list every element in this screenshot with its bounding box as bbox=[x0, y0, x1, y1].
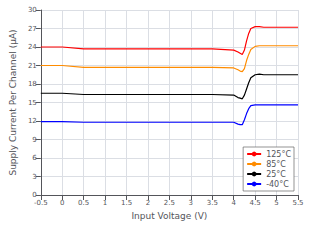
svg-text:5.5: 5.5 bbox=[292, 199, 303, 207]
svg-text:2.5: 2.5 bbox=[164, 199, 175, 207]
svg-text:27: 27 bbox=[28, 25, 37, 33]
svg-text:15: 15 bbox=[28, 99, 37, 107]
svg-text:3.5: 3.5 bbox=[207, 199, 218, 207]
svg-text:Supply Current Per Channel (μA: Supply Current Per Channel (μA) bbox=[8, 29, 18, 175]
svg-text:4: 4 bbox=[231, 199, 236, 207]
svg-text:9: 9 bbox=[32, 136, 36, 144]
svg-text:85°C: 85°C bbox=[266, 160, 286, 169]
svg-text:0.5: 0.5 bbox=[78, 199, 89, 207]
svg-text:3: 3 bbox=[189, 199, 193, 207]
svg-text:4.5: 4.5 bbox=[250, 199, 261, 207]
svg-text:6: 6 bbox=[32, 154, 37, 162]
svg-text:24: 24 bbox=[28, 43, 37, 51]
svg-text:2: 2 bbox=[146, 199, 150, 207]
svg-text:30: 30 bbox=[28, 6, 37, 14]
svg-text:125°C: 125°C bbox=[266, 150, 291, 159]
svg-text:Input Voltage (V): Input Voltage (V) bbox=[131, 211, 207, 221]
svg-text:25°C: 25°C bbox=[266, 170, 286, 179]
svg-text:1.5: 1.5 bbox=[121, 199, 132, 207]
svg-text:-40°C: -40°C bbox=[266, 180, 289, 189]
svg-text:0: 0 bbox=[60, 199, 64, 207]
svg-text:0: 0 bbox=[32, 191, 37, 199]
svg-text:21: 21 bbox=[28, 62, 37, 70]
svg-text:3: 3 bbox=[32, 173, 36, 181]
svg-text:18: 18 bbox=[28, 80, 37, 88]
svg-text:12: 12 bbox=[28, 117, 37, 125]
svg-text:5: 5 bbox=[274, 199, 278, 207]
svg-text:1: 1 bbox=[103, 199, 107, 207]
svg-text:-0.5: -0.5 bbox=[34, 199, 48, 207]
